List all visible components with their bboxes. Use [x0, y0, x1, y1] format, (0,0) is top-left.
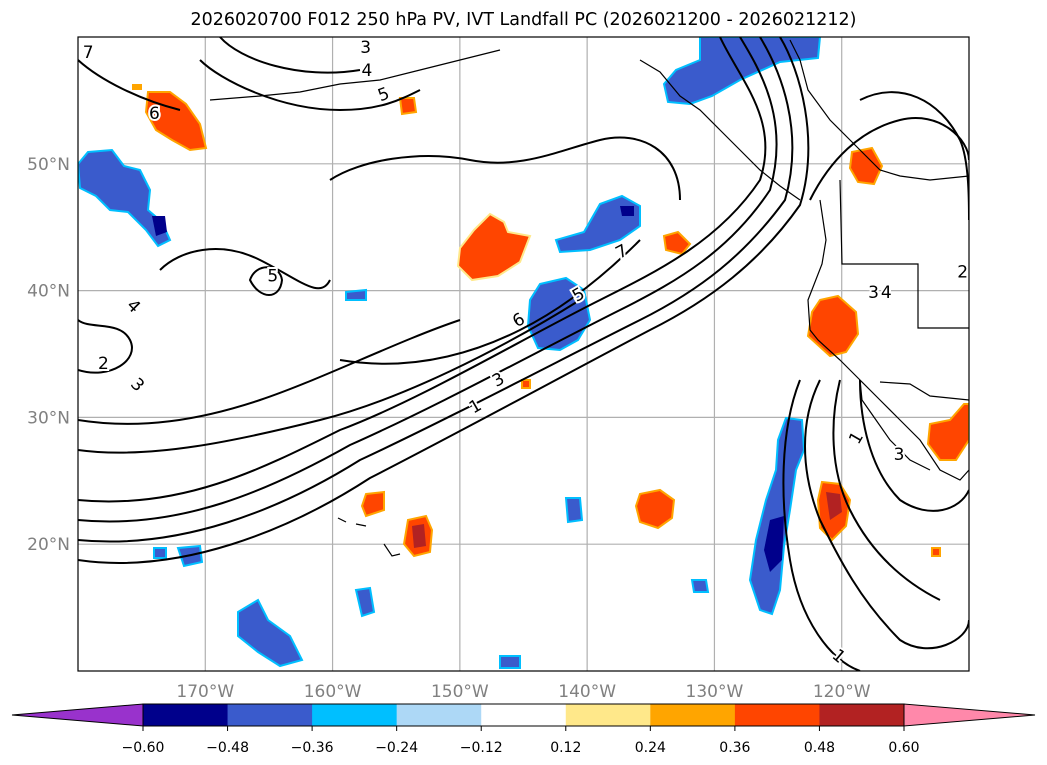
pv-negative-region [690, 579, 710, 593]
contour-label: 3 [868, 283, 879, 303]
pv-negative-region [237, 598, 304, 668]
pv-positive-region [412, 524, 426, 548]
colorbar-tick-label: 0.12 [550, 740, 581, 756]
pv-negative-region [345, 288, 367, 301]
longitude-label: 140°W [558, 682, 616, 702]
pv-positive-region [132, 84, 142, 90]
pv-positive-region [806, 294, 860, 358]
latitude-labels: 50°N 40°N 30°N 20°N [27, 155, 70, 555]
colorbar-tick-label: −0.36 [291, 740, 334, 756]
colorbar-bin [143, 704, 229, 726]
height-contours [78, 37, 969, 671]
colorbar: −0.60 −0.48 −0.36 −0.24 −0.12 0.12 0.24 0.36 0.4… [11, 703, 1036, 756]
colorbar-bin [819, 704, 905, 726]
pv-negative-region [554, 194, 641, 254]
longitude-label: 160°W [304, 682, 362, 702]
pv-positive-region [398, 97, 418, 116]
contour-label: 3 [894, 445, 905, 465]
pv-positive-region [456, 212, 532, 282]
pv-negative-region [78, 148, 172, 248]
colorbar-tick-label: −0.12 [460, 740, 503, 756]
colorbar-bin [312, 704, 398, 726]
pv-negative-region [564, 497, 584, 524]
pv-positive-region [144, 91, 208, 152]
contour-label: 2 [957, 263, 968, 283]
colorbar-tick-label: 0.24 [635, 740, 666, 756]
latitude-label: 30°N [27, 408, 70, 428]
pv-positive-region [360, 490, 385, 518]
colorbar-outline [142, 703, 905, 727]
pv-negative-region [152, 216, 167, 236]
longitude-labels: 170°W 160°W 150°W 140°W 130°W 120°W [176, 682, 870, 702]
colorbar-tick-label: −0.48 [206, 740, 249, 756]
pv-positive-region [826, 492, 842, 520]
colorbar-bin [565, 704, 651, 726]
latitude-label: 20°N [27, 535, 70, 555]
pv-negative-region [662, 37, 822, 106]
colorbar-bin [227, 704, 313, 726]
colorbar-under-extension [11, 703, 144, 727]
contour-label: 5 [267, 266, 278, 286]
contour-label: 7 [83, 43, 94, 63]
latitude-label: 40°N [27, 282, 70, 302]
pv-positive-region [634, 488, 676, 530]
contour-label: 4 [362, 61, 373, 81]
pv-negative-region [620, 206, 634, 216]
longitude-label: 170°W [176, 682, 234, 702]
latitude-label: 50°N [27, 155, 70, 175]
pv-negative-region [354, 586, 376, 618]
map-frame [77, 36, 970, 672]
pv-positive-region [662, 230, 692, 256]
colorbar-bin [650, 704, 736, 726]
colorbar-tick-label: 0.48 [804, 740, 835, 756]
longitude-label: 130°W [686, 682, 744, 702]
colorbar-tick-label: −0.60 [122, 740, 165, 756]
longitude-label: 150°W [431, 682, 489, 702]
pv-anomaly-shading [78, 37, 969, 669]
colorbar-tick-label: 0.36 [719, 740, 750, 756]
contour-label: 3 [360, 38, 371, 58]
pv-positive-region [926, 403, 969, 461]
map-title: 2026020700 F012 250 hPa PV, IVT Landfall… [190, 10, 857, 30]
pv-positive-region [848, 146, 884, 186]
longitude-label: 120°W [813, 682, 871, 702]
pv-negative-region [153, 547, 167, 559]
contour-label: 4 [881, 283, 892, 303]
colorbar-bin [734, 704, 820, 726]
pv-negative-region [499, 655, 521, 669]
colorbar-bin [481, 704, 567, 726]
colorbar-bin [396, 704, 482, 726]
pv-negative-region [764, 516, 784, 572]
pv-negative-region [748, 416, 806, 616]
contour-label: 6 [149, 104, 160, 124]
pv-positive-region [521, 379, 531, 389]
colorbar-tick-label: −0.24 [375, 740, 418, 756]
pv-positive-region [931, 547, 941, 557]
contour-label: 2 [98, 354, 109, 374]
colorbar-over-extension [903, 703, 1036, 727]
colorbar-tick-label: 0.60 [888, 740, 919, 756]
